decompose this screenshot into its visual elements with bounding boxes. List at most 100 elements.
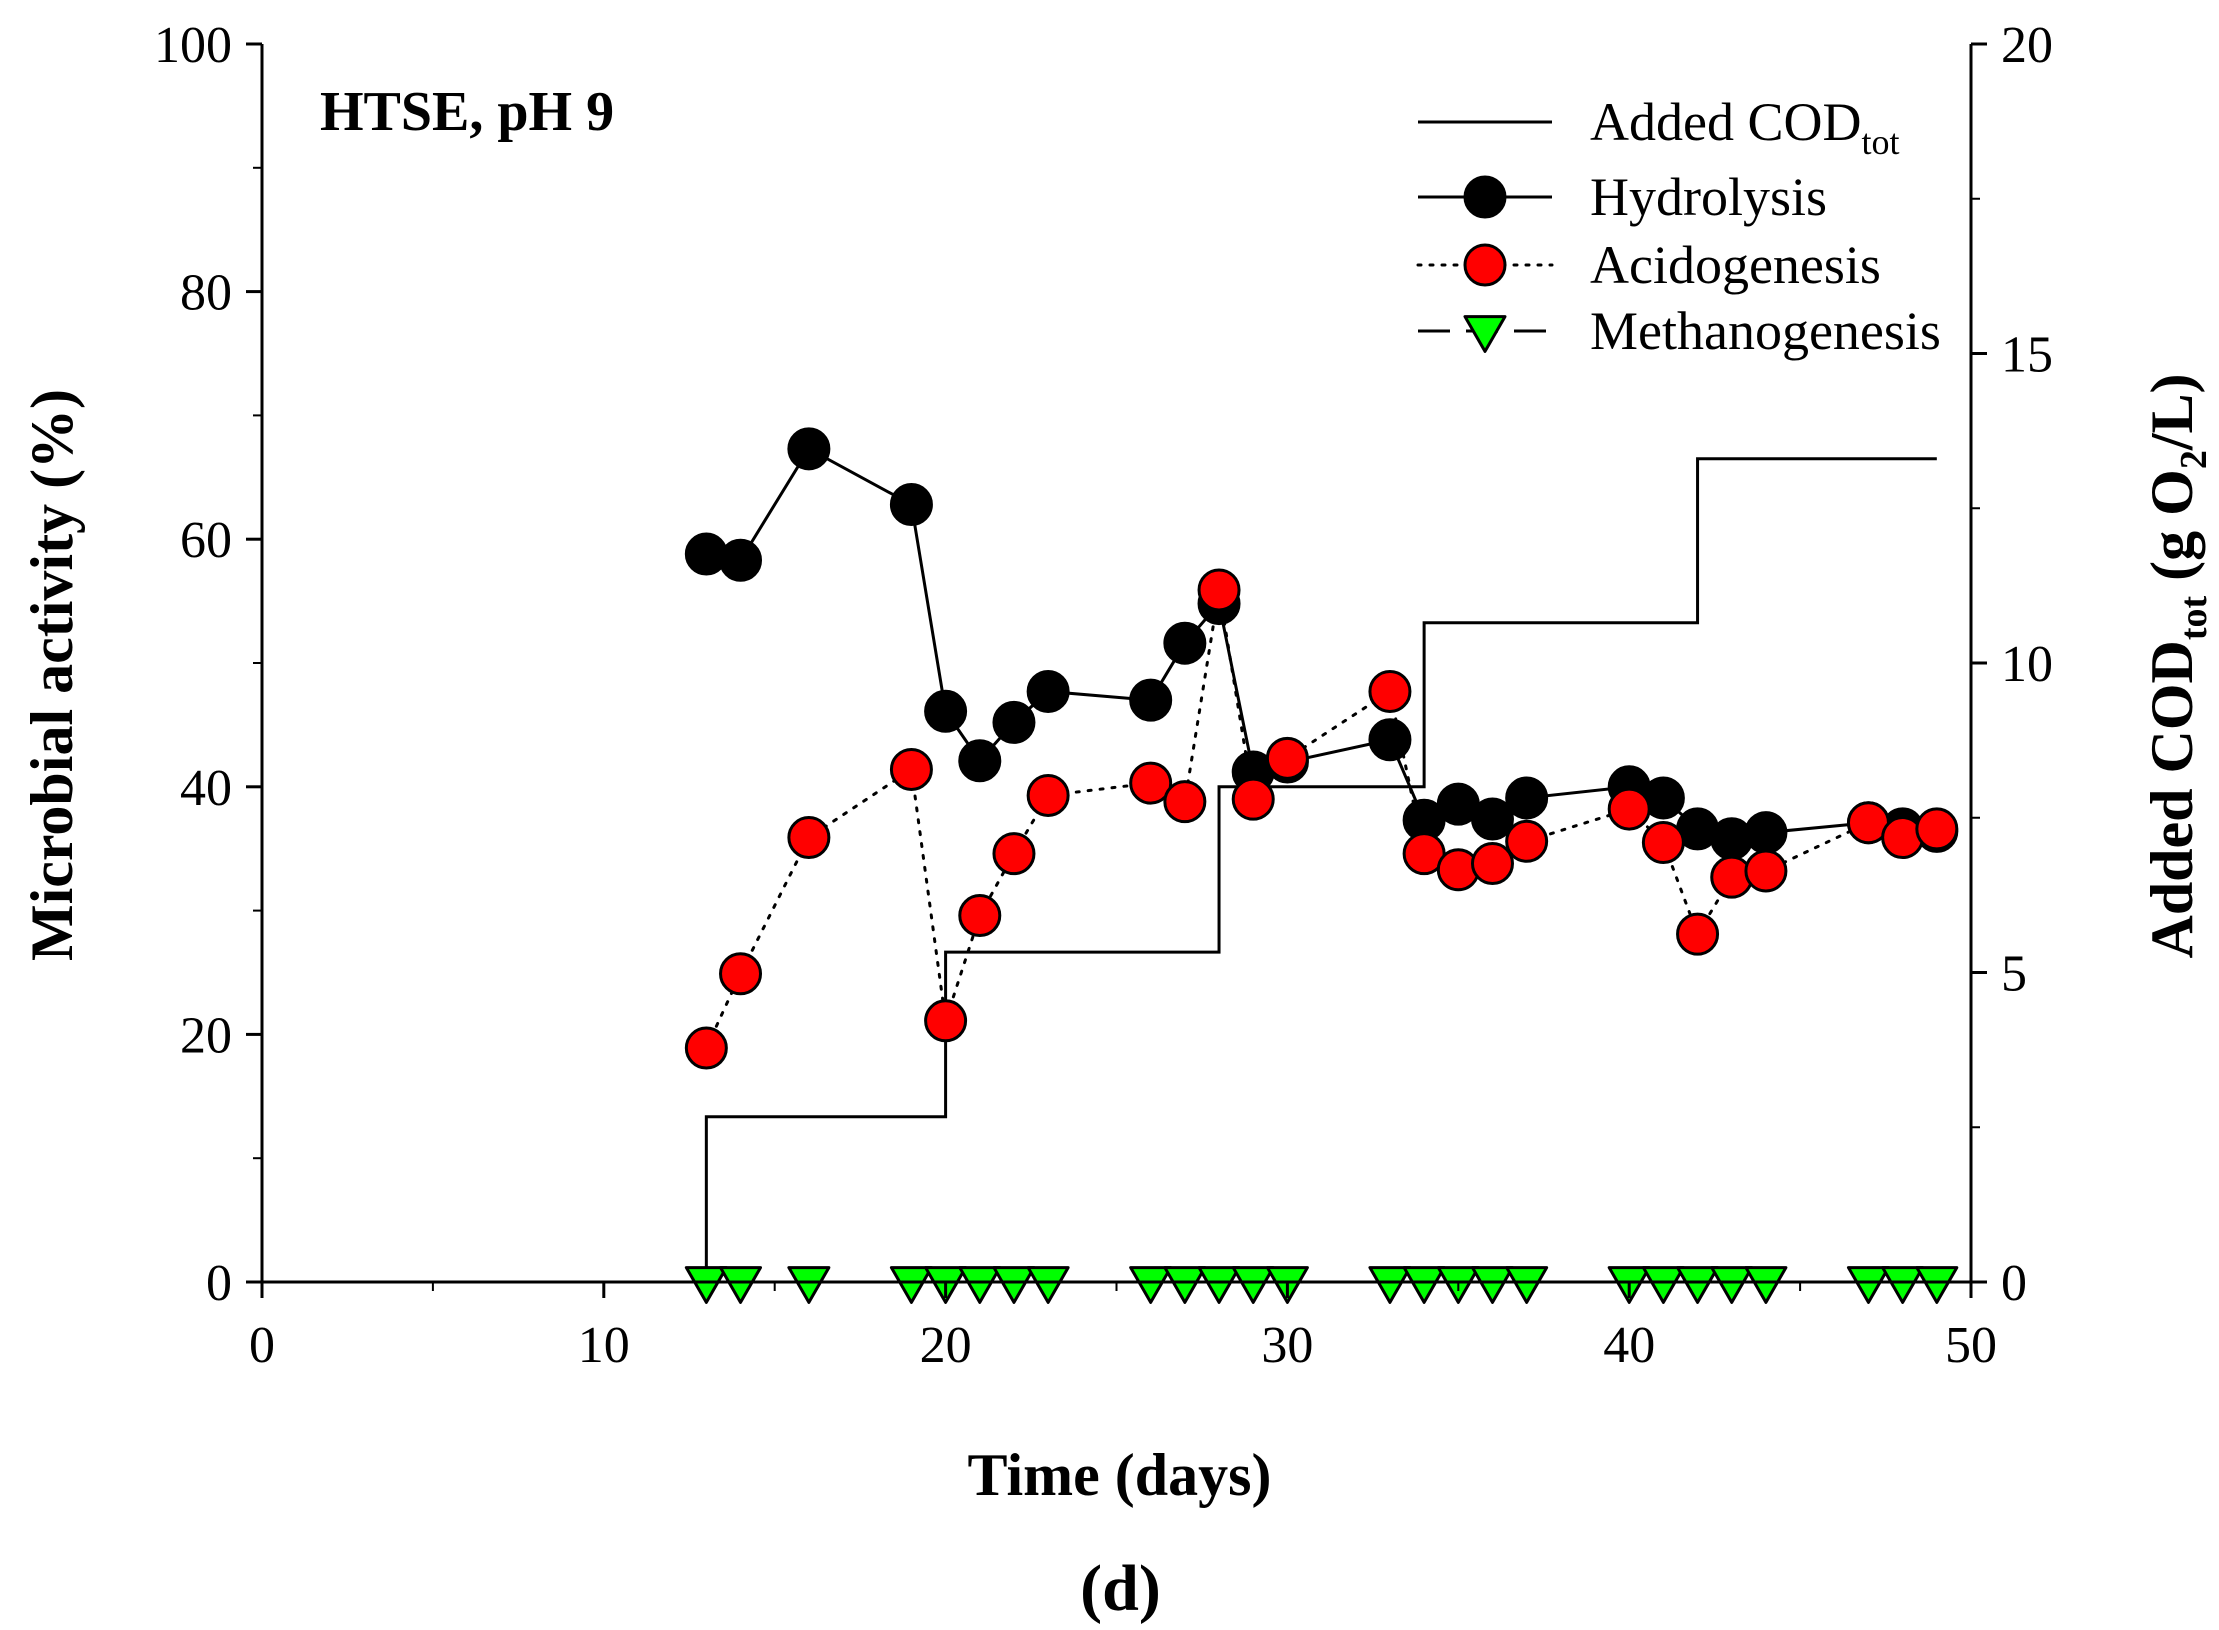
acidogenesis-point	[958, 894, 1002, 938]
methanogenesis-point	[1163, 1266, 1207, 1304]
methanogenesis-point	[958, 1266, 1002, 1304]
acidogenesis-point	[1505, 819, 1549, 863]
methanogenesis-point	[684, 1266, 728, 1304]
acidogenesis-point	[1197, 568, 1241, 612]
legend-marker-methanogenesis	[1463, 315, 1507, 353]
methanogenesis-point	[1846, 1266, 1890, 1304]
methanogenesis-point	[1505, 1266, 1549, 1304]
y2-title-main: Added COD	[2139, 640, 2205, 958]
acidogenesis-point	[1231, 777, 1275, 821]
axes	[246, 42, 1987, 1298]
hydrolysis-point	[992, 700, 1036, 744]
acidogenesis-point	[1676, 912, 1720, 956]
methanogenesis-point	[1470, 1266, 1514, 1304]
hydrolysis-point	[889, 483, 933, 527]
y-tick-label: 60	[180, 512, 232, 569]
y2-tick-label: 10	[2001, 636, 2053, 693]
hydrolysis-point	[1470, 797, 1514, 841]
x-tick-label: 30	[1261, 1317, 1313, 1374]
legend-label-sub: tot	[1861, 122, 1899, 162]
methanogenesis-point	[1231, 1266, 1275, 1304]
hydrolysis-point	[1505, 776, 1549, 820]
y-tick-label: 40	[180, 760, 232, 817]
methanogenesis-point	[1710, 1266, 1754, 1304]
legend-label-main: Hydrolysis	[1590, 167, 1827, 227]
hydrolysis-point	[787, 427, 831, 471]
acidogenesis-point	[924, 999, 968, 1043]
y2-title-sub2: 2	[2173, 450, 2215, 469]
methanogenesis-point	[787, 1266, 831, 1304]
hydrolysis-point	[1026, 669, 1070, 713]
x-tick-label: 40	[1603, 1317, 1655, 1374]
acidogenesis-point	[889, 747, 933, 791]
acidogenesis-point	[1607, 787, 1651, 831]
methanogenesis-point	[719, 1266, 763, 1304]
y-axis-title: Microbial activity (%)	[19, 389, 85, 961]
acidogenesis-point	[719, 952, 763, 996]
x-tick-label: 20	[920, 1317, 972, 1374]
hydrolysis-point	[1129, 678, 1173, 722]
hydrolysis-point	[719, 538, 763, 582]
y2-tick-label: 0	[2001, 1255, 2027, 1312]
figure-caption: (d)	[1080, 1552, 1161, 1625]
hydrolysis-point	[1163, 621, 1207, 665]
y2-tick-label: 15	[2001, 327, 2053, 384]
legend-label-main: Acidogenesis	[1590, 235, 1881, 295]
acidogenesis-point	[992, 832, 1036, 876]
y2-title-tail1: (g O	[2139, 469, 2205, 596]
y2-title-sub: tot	[2173, 595, 2215, 640]
y2-title-tail2: /L)	[2139, 373, 2205, 451]
legend-item-cod: Added CODtot	[1418, 92, 1900, 162]
methanogenesis-point	[1402, 1266, 1446, 1304]
methanogenesis-point	[1744, 1266, 1788, 1304]
cod-series	[704, 457, 1937, 1282]
acidogenesis-point	[1641, 821, 1685, 865]
legend-marker-hydrolysis	[1463, 175, 1507, 219]
legend-label-cod: Added CODtot	[1590, 92, 1900, 162]
methanogenesis-point	[1129, 1266, 1173, 1304]
x-tick-label: 10	[578, 1317, 630, 1374]
series-markers	[684, 427, 1959, 1304]
y-tick-label: 20	[180, 1007, 232, 1064]
cod-step-line	[704, 457, 1937, 1282]
legend-item-methanogenesis: Methanogenesis	[1418, 301, 1941, 361]
hydrolysis-point	[1744, 811, 1788, 855]
legend-item-acidogenesis: Acidogenesis	[1416, 235, 1881, 295]
plot-annotation: HTSE, pH 9	[320, 81, 614, 143]
methanogenesis-point	[1881, 1266, 1925, 1304]
hydrolysis-point	[1368, 718, 1412, 762]
acidogenesis-point	[1163, 780, 1207, 824]
legend-marker-acidogenesis	[1463, 243, 1507, 287]
methanogenesis-point	[1641, 1266, 1685, 1304]
acidogenesis-point	[787, 816, 831, 860]
acidogenesis-point	[1368, 669, 1412, 713]
acidogenesis-point	[1129, 761, 1173, 805]
legend-label-acidogenesis: Acidogenesis	[1590, 235, 1881, 295]
x-tick-label: 0	[249, 1317, 275, 1374]
methanogenesis-point	[1026, 1266, 1070, 1304]
x-axis-title: Time (days)	[968, 1442, 1272, 1508]
x-tick-label: 50	[1945, 1317, 1997, 1374]
y-tick-label: 0	[206, 1255, 232, 1312]
legend-label-main: Methanogenesis	[1590, 301, 1941, 361]
legend-label-methanogenesis: Methanogenesis	[1590, 301, 1941, 361]
methanogenesis-point	[1197, 1266, 1241, 1304]
acidogenesis-point	[1470, 842, 1514, 886]
methanogenesis-point	[889, 1266, 933, 1304]
acidogenesis-point	[1026, 773, 1070, 817]
legend-label-hydrolysis: Hydrolysis	[1590, 167, 1827, 227]
hydrolysis-point	[924, 689, 968, 733]
acidogenesis-point	[1265, 736, 1309, 780]
methanogenesis-point	[1368, 1266, 1412, 1304]
y2-axis-title: Added CODtot (g O2/L)	[2139, 373, 2215, 958]
legend-item-hydrolysis: Hydrolysis	[1418, 167, 1827, 227]
methanogenesis-point	[1915, 1266, 1959, 1304]
acidogenesis-point	[1744, 849, 1788, 893]
methanogenesis-point	[992, 1266, 1036, 1304]
y2-tick-label: 5	[2001, 946, 2027, 1003]
hydrolysis-point	[958, 739, 1002, 783]
acidogenesis-point	[1915, 807, 1959, 851]
y-tick-label: 80	[180, 265, 232, 322]
